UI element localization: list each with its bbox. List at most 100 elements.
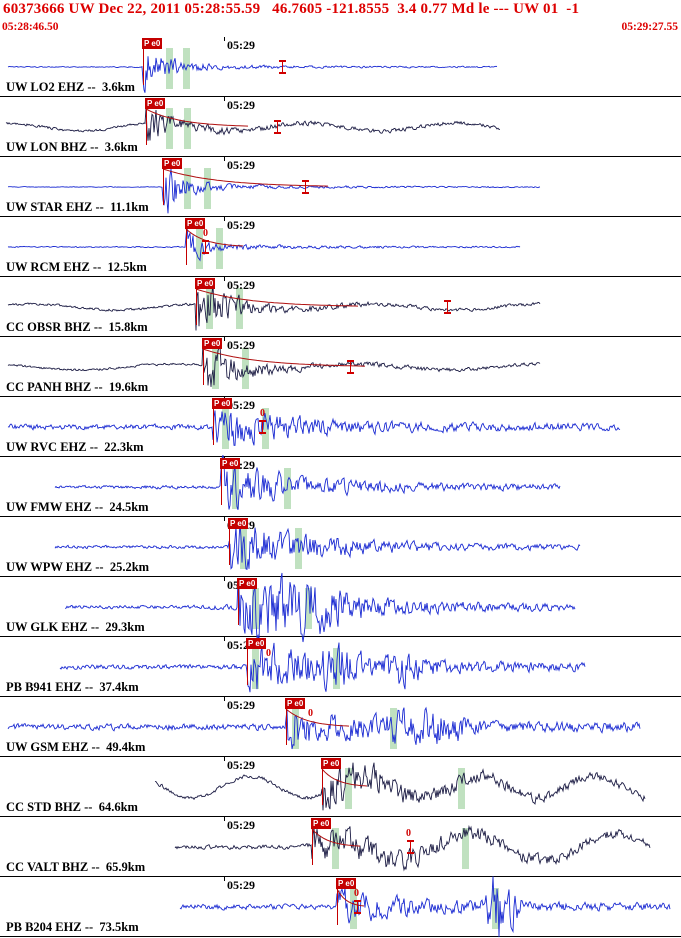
minute-tick (224, 37, 225, 41)
minute-tick (224, 277, 225, 281)
trace-panel: 05:29 P e0 0 PB B941 EHZ -- 37.4km (0, 637, 681, 697)
minute-time-label: 05:29 (227, 758, 255, 772)
waveform-trace[interactable] (0, 697, 681, 757)
station-label: UW LON BHZ -- 3.6km (6, 140, 138, 154)
minute-tick (224, 97, 225, 101)
p-pick-line (163, 168, 164, 205)
waveform-trace[interactable] (0, 277, 681, 337)
coda-decay-curve (311, 828, 361, 847)
trace-panel: 05:29 P e0 UW LON BHZ -- 3.6km (0, 97, 681, 157)
coda-window-band[interactable] (242, 348, 249, 389)
trace-panel: 05:29 P e0 UW FMW EHZ -- 24.5km (0, 455, 681, 517)
coda-window-band[interactable] (350, 888, 357, 929)
p-pick-flag[interactable]: P e0 (195, 278, 216, 289)
coda-window-band[interactable] (262, 408, 269, 449)
p-pick-line (196, 288, 197, 325)
p-pick-line (337, 888, 338, 925)
amplitude-pick-mark[interactable] (444, 300, 451, 314)
minute-time-label: 05:29 (227, 158, 255, 172)
station-label: UW RCM EHZ -- 12.5km (6, 260, 147, 274)
waveform-trace[interactable] (0, 217, 681, 277)
trace-panel: 05:29 P e0 UW LO2 EHZ -- 3.6km (0, 37, 681, 97)
p-pick-flag[interactable]: P e0 (237, 578, 258, 589)
coda-window-band[interactable] (184, 108, 191, 149)
waveform-trace[interactable] (0, 97, 681, 157)
minute-time-label: 05:29 (227, 878, 255, 892)
minute-time-label: 05:29 (227, 218, 255, 232)
p-pick-flag[interactable]: P e0 (220, 458, 241, 469)
coda-window-band[interactable] (345, 768, 352, 809)
waveform-trace[interactable] (0, 817, 681, 877)
p-pick-flag[interactable]: P e0 (336, 878, 357, 889)
coda-window-band[interactable] (236, 288, 243, 329)
coda-window-band[interactable] (458, 768, 465, 809)
minute-tick (224, 517, 225, 521)
p-pick-flag[interactable]: P e0 (311, 818, 332, 829)
waveform-trace[interactable] (0, 157, 681, 217)
waveform-trace[interactable] (0, 876, 681, 938)
coda-window-band[interactable] (184, 168, 191, 209)
p-pick-flag[interactable]: P e0 (185, 218, 206, 229)
amplitude-zero-label: 0 (266, 648, 271, 659)
station-label: UW RVC EHZ -- 22.3km (6, 440, 144, 454)
coda-window-band[interactable] (222, 408, 229, 449)
station-label: PB B204 EHZ -- 73.5km (6, 920, 139, 934)
minute-time-label: 05:29 (227, 278, 255, 292)
p-pick-line (247, 648, 248, 685)
p-pick-flag[interactable]: P e0 (145, 98, 166, 109)
p-pick-line (286, 708, 287, 745)
coda-window-band[interactable] (332, 828, 339, 869)
waveform-trace[interactable] (0, 757, 681, 817)
amplitude-pick-mark[interactable] (202, 240, 209, 254)
waveform-trace[interactable] (0, 572, 681, 643)
amplitude-pick-mark[interactable] (259, 420, 266, 434)
waveform-trace[interactable] (0, 397, 681, 457)
coda-window-band[interactable] (305, 588, 312, 629)
station-label: UW GSM EHZ -- 49.4km (6, 740, 146, 754)
amplitude-pick-mark[interactable] (407, 840, 414, 854)
waveform-trace[interactable] (0, 517, 681, 577)
coda-window-band[interactable] (240, 528, 247, 569)
p-pick-flag[interactable]: P e0 (321, 758, 342, 769)
coda-window-band[interactable] (196, 228, 203, 269)
p-pick-flag[interactable]: P e0 (246, 638, 267, 649)
p-pick-flag[interactable]: P e0 (202, 338, 223, 349)
waveform-trace[interactable] (0, 337, 681, 397)
minute-time-label: 05:29 (227, 338, 255, 352)
p-pick-flag[interactable]: P e0 (285, 698, 306, 709)
waveform-trace[interactable] (0, 637, 681, 697)
minute-tick (224, 337, 225, 341)
amplitude-pick-mark[interactable] (347, 360, 354, 374)
p-pick-flag[interactable]: P e0 (212, 398, 233, 409)
p-pick-flag[interactable]: P e0 (162, 158, 183, 169)
minute-tick (224, 577, 225, 581)
coda-window-band[interactable] (212, 348, 219, 389)
p-pick-flag[interactable]: P e0 (142, 38, 163, 49)
amplitude-pick-mark[interactable] (274, 120, 281, 134)
station-label: CC OBSR BHZ -- 15.8km (6, 320, 148, 334)
amplitude-pick-mark[interactable] (302, 180, 309, 194)
amplitude-pick-mark[interactable] (279, 60, 286, 74)
minute-tick (224, 637, 225, 641)
coda-window-band[interactable] (462, 828, 469, 869)
station-label: UW FMW EHZ -- 24.5km (6, 500, 149, 514)
coda-decay-curve (285, 708, 350, 727)
amplitude-pick-mark[interactable] (354, 900, 361, 914)
station-label: CC STD BHZ -- 64.6km (6, 800, 138, 814)
p-pick-flag[interactable]: P e0 (228, 518, 249, 529)
p-pick-line (229, 528, 230, 565)
coda-window-band[interactable] (292, 708, 299, 749)
coda-window-band[interactable] (206, 288, 213, 329)
coda-window-band[interactable] (252, 648, 259, 689)
coda-window-band[interactable] (204, 168, 211, 209)
coda-window-band[interactable] (166, 108, 173, 149)
waveform-trace[interactable] (0, 37, 681, 97)
coda-window-band[interactable] (390, 708, 397, 749)
station-label: CC PANH BHZ -- 19.6km (6, 380, 149, 394)
waveform-trace[interactable] (0, 455, 681, 517)
amplitude-zero-label: 0 (260, 408, 265, 419)
trace-panel: 05:29 P e0 0 UW RVC EHZ -- 22.3km (0, 397, 681, 457)
minute-tick (224, 217, 225, 221)
amplitude-zero-label: 0 (354, 888, 359, 899)
